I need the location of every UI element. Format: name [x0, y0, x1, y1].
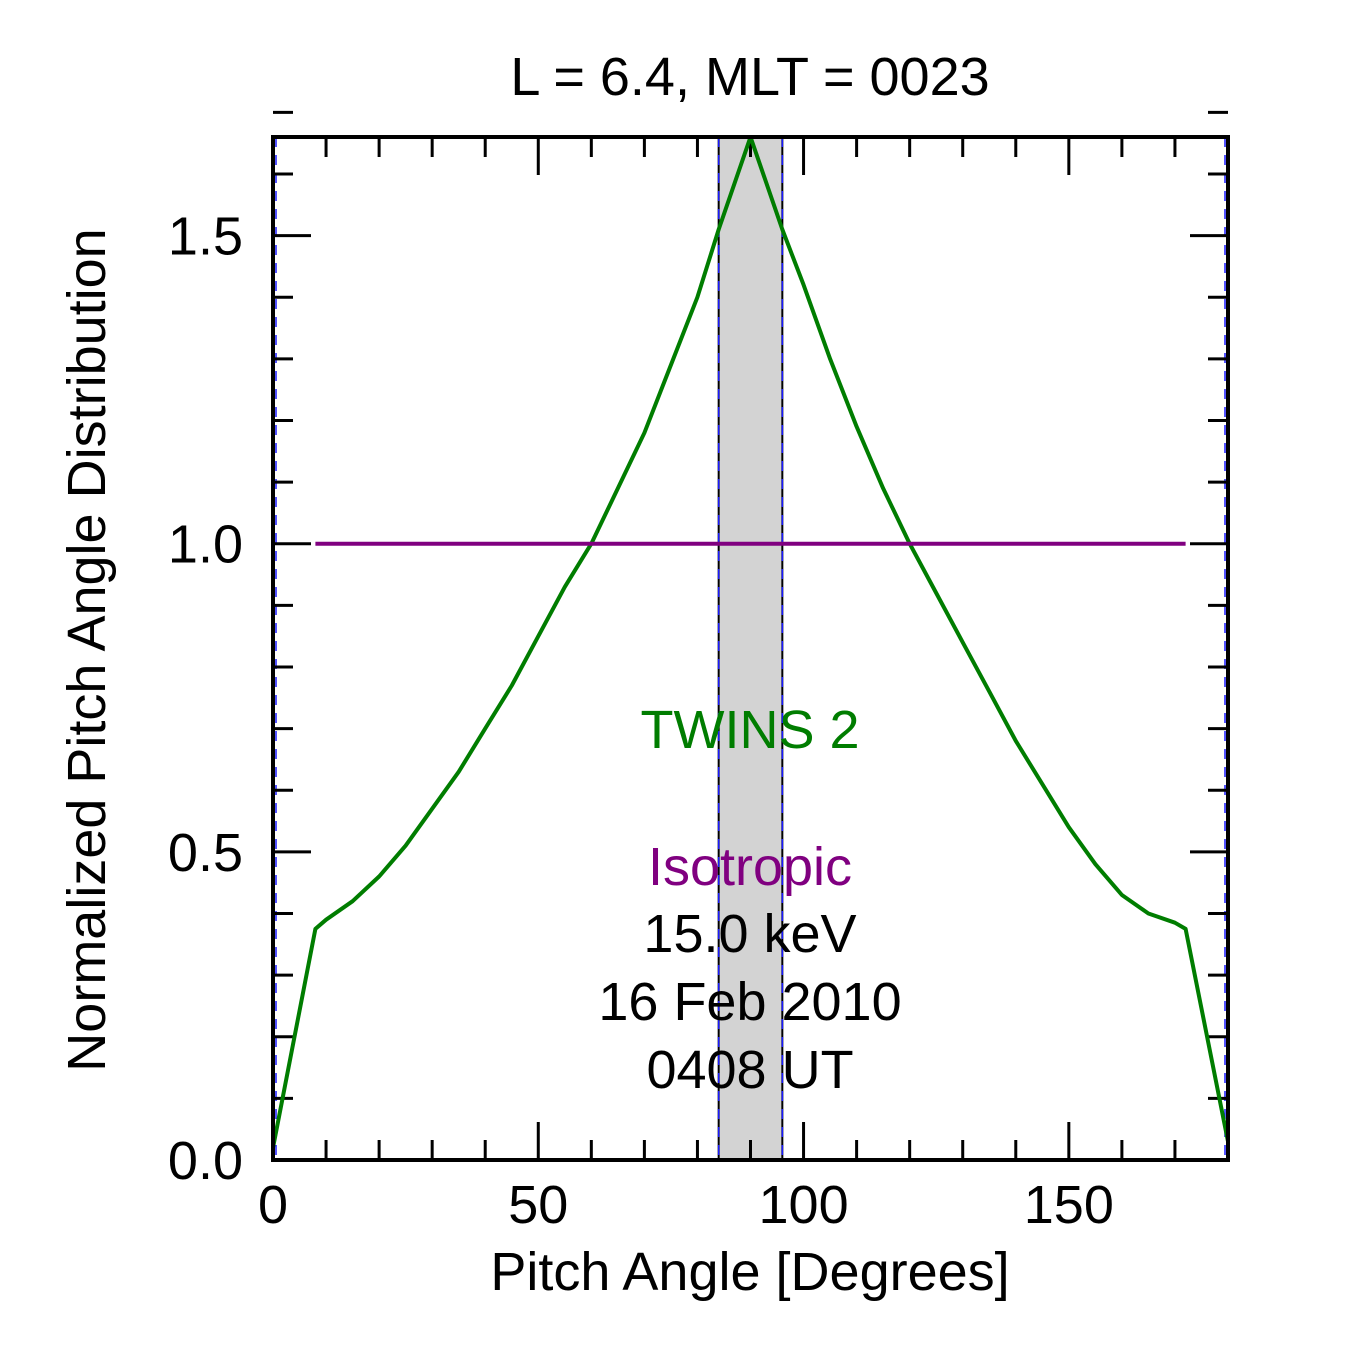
shaded-band: [718, 137, 783, 1160]
chart-title: L = 6.4, MLT = 0023: [510, 47, 989, 107]
x-tick-label: 0: [258, 1175, 288, 1235]
x-tick-label: 100: [759, 1175, 849, 1235]
shaded-band-layer: [275, 137, 1226, 1160]
y-tick-label: 0.0: [168, 1131, 243, 1191]
x-tick-label: 50: [508, 1175, 568, 1235]
plot-frame: [271, 135, 1230, 1162]
y-axis-label: Normalized Pitch Angle Distribution: [57, 228, 117, 1071]
x-tick-label: 150: [1024, 1175, 1114, 1235]
y-tick-label: 1.5: [168, 207, 243, 267]
date-label: 16 Feb 2010: [598, 972, 901, 1032]
time-label: 0408 UT: [646, 1040, 853, 1100]
energy-label: 15.0 keV: [643, 904, 856, 964]
tick-labels-layer: 0 50 100 150 0.0 0.5 1.0 1.5: [168, 207, 1114, 1235]
series-label-twins2: TWINS 2: [640, 700, 859, 760]
series-label-isotropic: Isotropic: [648, 837, 852, 897]
y-tick-label: 1.0: [168, 515, 243, 575]
x-axis-label: Pitch Angle [Degrees]: [490, 1242, 1009, 1302]
y-tick-label: 0.5: [168, 823, 243, 883]
